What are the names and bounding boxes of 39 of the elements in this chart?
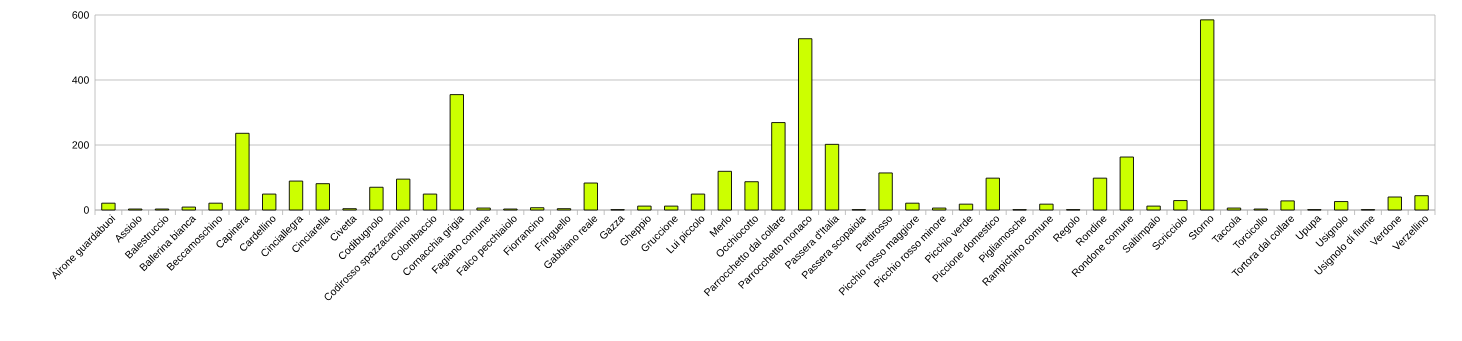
bar <box>288 180 304 211</box>
bar <box>101 202 116 211</box>
bar <box>798 38 813 211</box>
bar <box>208 202 223 211</box>
bar <box>690 193 706 211</box>
bar <box>369 186 384 211</box>
bar <box>315 183 330 211</box>
bar <box>422 193 438 211</box>
bar <box>664 205 679 211</box>
bar <box>771 122 786 211</box>
bar <box>878 172 893 211</box>
bar <box>1173 200 1188 211</box>
bar <box>530 207 545 211</box>
bar <box>583 182 598 211</box>
y-tick-label: 0 <box>83 206 89 214</box>
bar <box>637 205 652 211</box>
bar <box>1200 19 1215 211</box>
bar <box>985 177 1000 211</box>
bar <box>1119 156 1134 211</box>
bar <box>958 203 974 211</box>
bar <box>717 170 732 211</box>
bar <box>449 94 464 211</box>
bar <box>181 206 196 211</box>
bar <box>262 193 277 211</box>
bar <box>235 132 250 211</box>
bar <box>905 202 920 211</box>
bar <box>824 143 840 211</box>
bar <box>1334 201 1349 211</box>
bar <box>744 181 759 211</box>
bar <box>1387 196 1402 211</box>
bar <box>1414 195 1429 211</box>
bar <box>1280 200 1295 211</box>
y-tick-label: 400 <box>72 76 89 84</box>
y-tick-label: 200 <box>72 141 89 149</box>
bar <box>396 178 411 211</box>
bar <box>1146 205 1161 211</box>
y-tick-label: 600 <box>72 11 89 19</box>
bar <box>1092 177 1108 211</box>
bar <box>1039 203 1054 211</box>
